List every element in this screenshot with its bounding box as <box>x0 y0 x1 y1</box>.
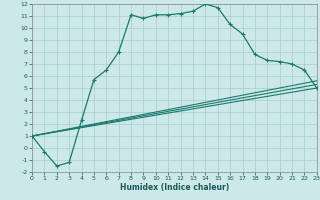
X-axis label: Humidex (Indice chaleur): Humidex (Indice chaleur) <box>120 183 229 192</box>
